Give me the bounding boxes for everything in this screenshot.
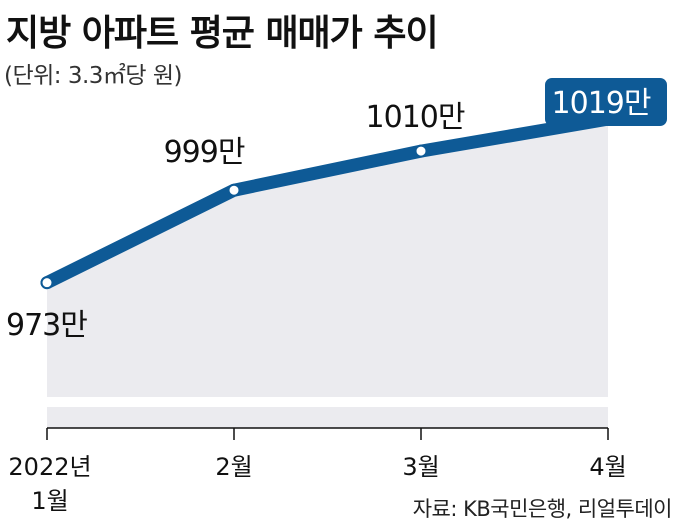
series-line <box>40 112 615 290</box>
data-label: 1010만 <box>366 100 465 135</box>
x-tick-label: 3월 <box>402 453 439 481</box>
x-tick-label: 2022년 <box>8 453 91 481</box>
highlight-label-box <box>545 78 667 126</box>
area-fill <box>47 119 608 397</box>
data-point <box>40 276 54 290</box>
unit-label: (단위: 3.3㎡당 원) <box>4 63 183 89</box>
x-tick-label: 2월 <box>215 453 252 481</box>
axis-band <box>47 407 608 428</box>
data-point <box>414 144 428 158</box>
data-point <box>227 183 241 197</box>
x-tick-label: 4월 <box>589 453 626 481</box>
x-tick-label: 1월 <box>31 487 68 515</box>
source-label: 자료: KB국민은행, 리얼투데이 <box>412 497 673 521</box>
data-label: 999만 <box>164 135 245 170</box>
chart-title: 지방 아파트 평균 매매가 추이 <box>6 13 439 54</box>
data-label: 973만 <box>6 308 87 343</box>
data-label: 1019만 <box>552 86 651 121</box>
